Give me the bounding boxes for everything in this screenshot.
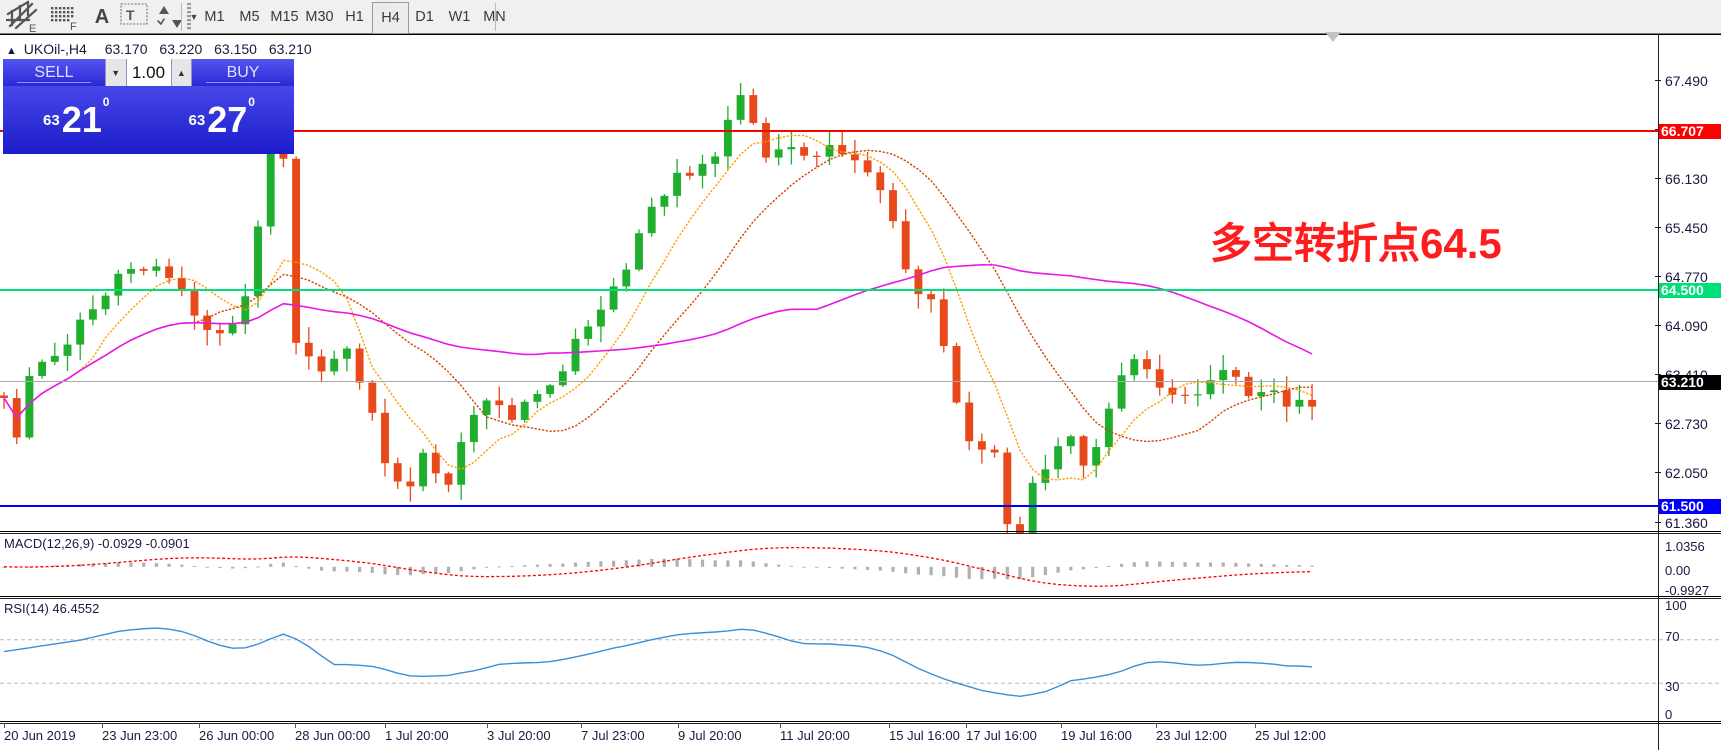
svg-text:E: E — [29, 23, 36, 34]
svg-text:T: T — [126, 7, 135, 23]
svg-text:F: F — [70, 21, 77, 33]
